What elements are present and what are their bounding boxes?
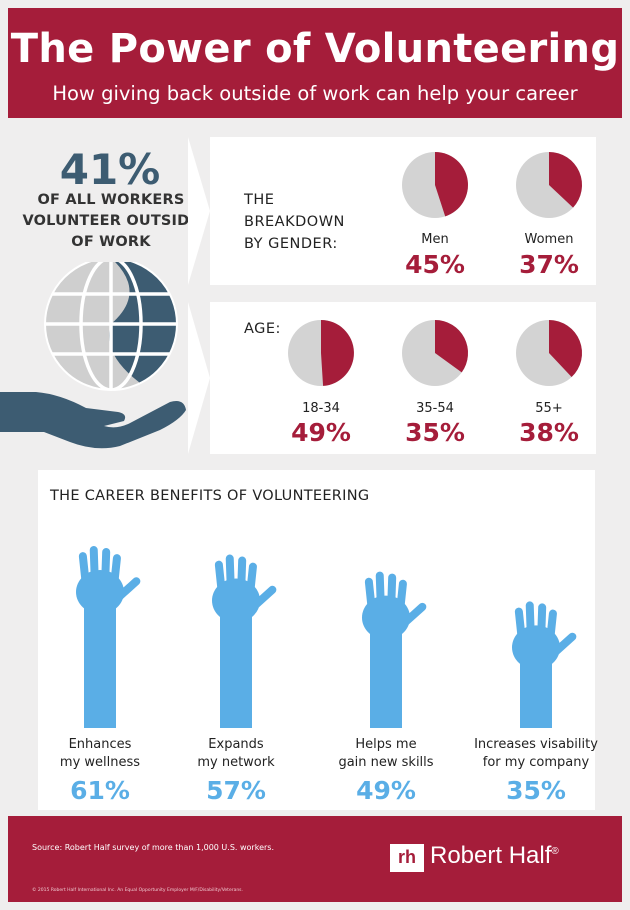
benefits-hand-bars <box>76 546 577 728</box>
benefit-label-wellness-line-1: Enhances <box>68 737 132 752</box>
raised-hand-2 <box>212 554 277 728</box>
globe-icon <box>44 262 178 391</box>
footer-banner: Source: Robert Half survey of more than … <box>8 816 622 902</box>
gender-title-line-2: BREAKDOWN <box>244 214 345 230</box>
pie-label-18-34: 18-34 <box>302 401 340 416</box>
open-hand-icon <box>0 392 186 449</box>
raised-hand-1 <box>76 546 141 728</box>
age-panel-arrow <box>188 302 210 454</box>
benefit-label-wellness: Enhances my wellness <box>32 736 168 772</box>
benefit-value-skills: 49% <box>356 776 416 805</box>
pie-value-men: 45% <box>405 250 465 279</box>
logo-registered-mark: ® <box>551 846 559 857</box>
pie-label-55-plus: 55+ <box>535 401 563 416</box>
pie-slice-men <box>435 152 468 217</box>
age-pie-chart <box>288 320 583 386</box>
pie-label-women: Women <box>524 232 574 247</box>
benefit-label-network: Expands my network <box>168 736 304 772</box>
headline-line-2: VOLUNTEER OUTSIDE <box>22 213 200 229</box>
legal-note: © 2015 Robert Half International Inc. An… <box>32 888 243 893</box>
benefits-title: THE CAREER BENEFITS OF VOLUNTEERING <box>50 488 370 504</box>
headline-line-1: OF ALL WORKERS <box>37 192 185 208</box>
age-title: AGE: <box>244 321 281 337</box>
gender-title-line-1: THE <box>244 192 275 208</box>
page-title: The Power of Volunteering <box>10 26 620 72</box>
benefit-value-wellness: 61% <box>70 776 130 805</box>
raised-hand-3 <box>362 571 427 728</box>
pie-slice-women <box>549 152 583 208</box>
age-panel: AGE: 18-34 35-54 55+ 49% 35% 38% <box>210 302 596 454</box>
headline-percent: 41% <box>59 145 161 194</box>
benefit-label-company-line-1: Increases visability <box>474 737 598 752</box>
benefit-label-wellness-line-2: my wellness <box>59 755 141 770</box>
pie-label-men: Men <box>421 232 449 247</box>
benefit-label-skills-line-2: gain new skills <box>338 755 434 770</box>
gender-title-line-3: BY GENDER: <box>244 236 338 252</box>
gender-panel-arrow <box>188 137 210 285</box>
raised-hand-4 <box>512 601 577 728</box>
page-subtitle: How giving back outside of work can help… <box>52 82 578 105</box>
gender-pie-chart <box>402 152 583 218</box>
gender-title: THE BREAKDOWN BY GENDER: <box>244 189 345 255</box>
benefit-label-company: Increases visability for my company <box>468 736 604 772</box>
globe-hand-illustration <box>0 262 186 449</box>
pie-value-18-34: 49% <box>291 418 351 447</box>
header-banner: The Power of Volunteering How giving bac… <box>8 8 622 118</box>
benefit-label-company-line-2: for my company <box>482 755 590 770</box>
pie-value-35-54: 35% <box>405 418 465 447</box>
logo-mark: rh <box>390 844 424 872</box>
pie-value-55-plus: 38% <box>519 418 579 447</box>
pie-slice-35-54 <box>435 320 469 373</box>
robert-half-logo: rh Robert Half® <box>390 840 590 876</box>
benefit-label-network-line-1: Expands <box>208 737 264 752</box>
benefit-label-network-line-2: my network <box>197 755 275 770</box>
benefit-value-company: 35% <box>506 776 566 805</box>
headline-line-3: OF WORK <box>71 234 151 250</box>
pie-slice-55-plus <box>549 320 583 378</box>
pie-slice-18-34 <box>321 320 354 386</box>
pie-label-35-54: 35-54 <box>416 401 454 416</box>
logo-wordmark: Robert Half® <box>430 842 559 870</box>
source-note: Source: Robert Half survey of more than … <box>32 843 274 852</box>
pie-value-women: 37% <box>519 250 579 279</box>
logo-mark-text: rh <box>398 847 416 867</box>
benefit-label-skills-line-1: Helps me <box>355 737 417 752</box>
benefit-label-skills: Helps me gain new skills <box>318 736 454 772</box>
logo-text: Robert Half <box>430 842 552 869</box>
benefits-panel: THE CAREER BENEFITS OF VOLUNTEERING Enha… <box>38 470 598 810</box>
benefit-value-network: 57% <box>206 776 266 805</box>
gender-panel: THE BREAKDOWN BY GENDER: Men Women 45% 3… <box>210 137 596 285</box>
